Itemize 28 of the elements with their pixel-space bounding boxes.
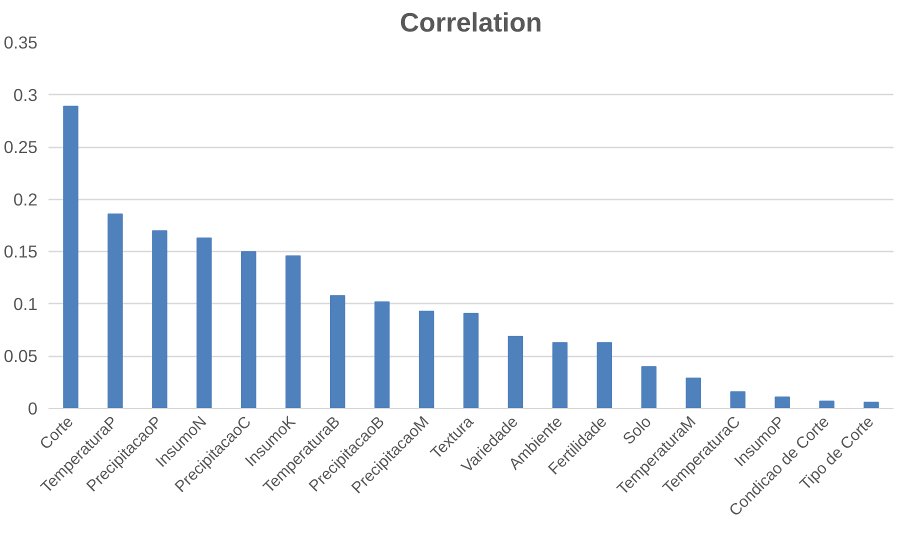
y-tick-label: 0.15 (4, 242, 38, 262)
bar (730, 391, 746, 408)
y-tick-label: 0.35 (4, 32, 38, 52)
bar (641, 366, 657, 408)
bar (819, 400, 834, 408)
bar (152, 230, 168, 408)
y-tick-label: 0.25 (4, 137, 38, 158)
bar (418, 310, 434, 408)
bar (374, 301, 390, 408)
chart-title: Correlation (400, 8, 542, 38)
bar (108, 213, 123, 408)
y-tick-label: 0.1 (13, 294, 38, 314)
bar (330, 295, 346, 408)
bar (552, 342, 568, 408)
bar (463, 312, 479, 408)
y-tick-label: 0 (28, 398, 38, 418)
bar (864, 402, 879, 408)
bar (63, 106, 78, 408)
bar (285, 255, 301, 408)
bar (686, 378, 701, 408)
bar (774, 396, 790, 408)
bar (596, 342, 612, 408)
bar (196, 238, 212, 408)
y-tick-label: 0.2 (13, 189, 38, 210)
bar (241, 251, 256, 408)
y-tick-label: 0.05 (4, 346, 38, 366)
bar (508, 336, 524, 408)
y-tick-label: 0.3 (13, 84, 38, 105)
